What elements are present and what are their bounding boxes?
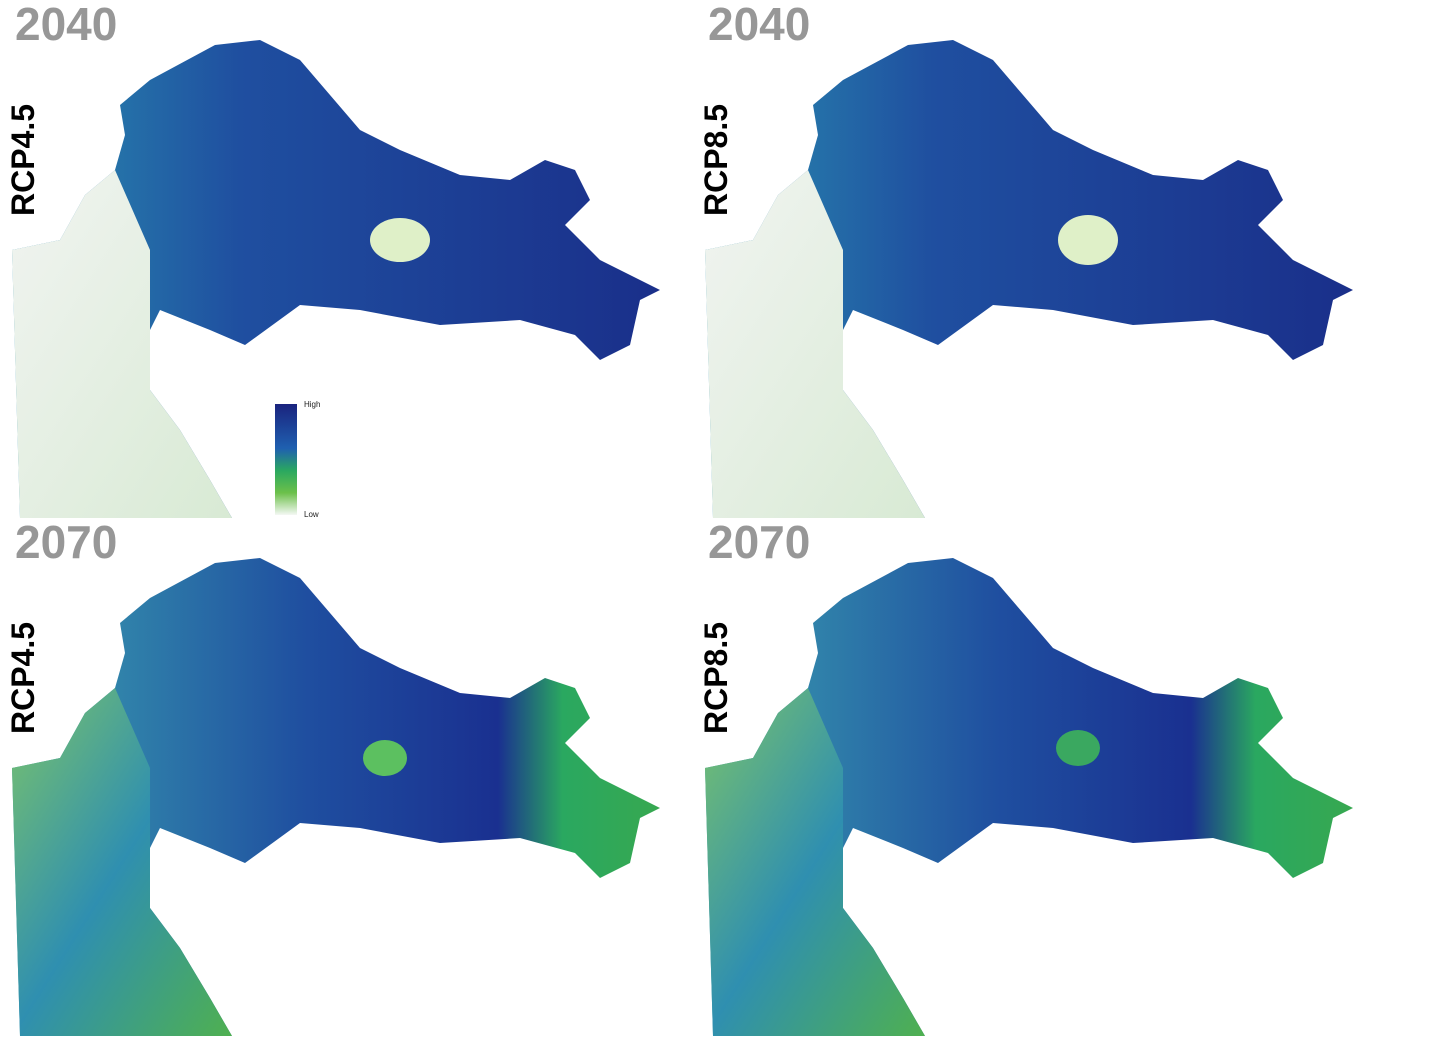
legend-high: High bbox=[304, 400, 320, 409]
year-label: 2040 bbox=[15, 0, 117, 50]
scenario-label: RCP4.5 bbox=[5, 104, 41, 216]
panel: 2040 RCP4.5 High Low bbox=[5, 0, 660, 519]
year-label: 2070 bbox=[708, 516, 810, 568]
scenario-label: RCP8.5 bbox=[698, 104, 734, 216]
legend-bar bbox=[275, 404, 297, 515]
map-patch bbox=[363, 740, 407, 776]
legend-low: Low bbox=[304, 510, 319, 519]
year-label: 2070 bbox=[15, 516, 117, 568]
year-label: 2040 bbox=[708, 0, 810, 50]
panel: 2070 RCP4.5 bbox=[5, 516, 660, 1036]
map-patch bbox=[370, 218, 430, 262]
map-patch bbox=[1056, 730, 1100, 766]
panel: 2040 RCP8.5 bbox=[698, 0, 1353, 518]
map-patch bbox=[1058, 215, 1118, 265]
scenario-label: RCP8.5 bbox=[698, 622, 734, 734]
scenario-label: RCP4.5 bbox=[5, 622, 41, 734]
panel: 2070 RCP8.5 bbox=[698, 516, 1353, 1036]
